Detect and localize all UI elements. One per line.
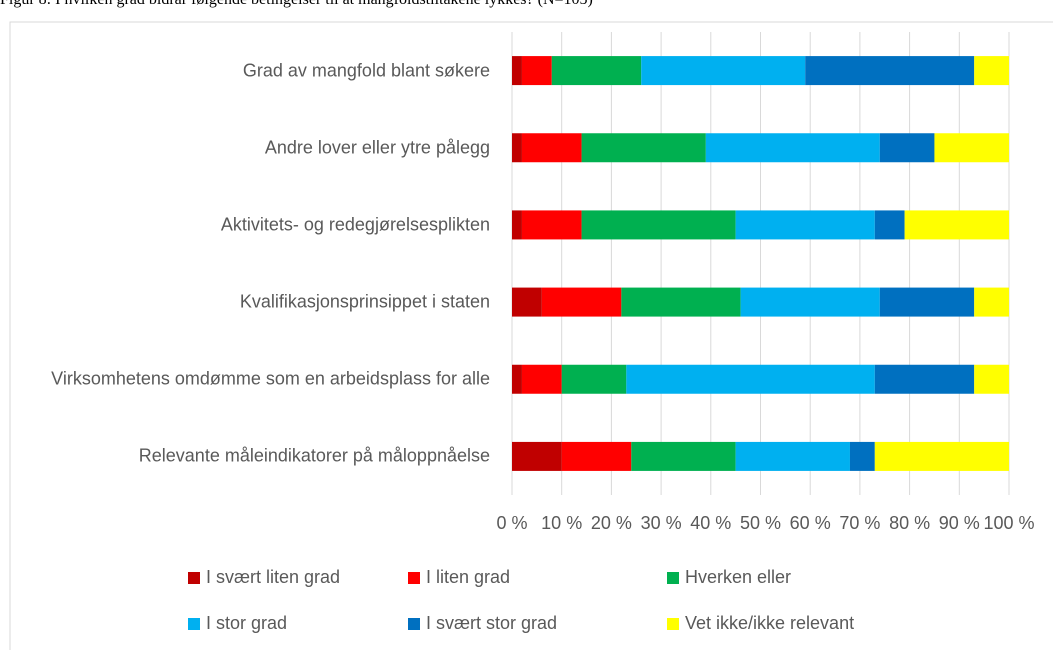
y-tick-label: Virksomhetens omdømme som en arbeidsplas…	[51, 368, 490, 389]
legend-label: I svært stor grad	[426, 613, 557, 633]
bar-segment	[974, 56, 1009, 86]
bar-segment	[561, 364, 627, 394]
y-tick-label: Grad av mangfold blant søkere	[242, 60, 490, 81]
bar-segment	[521, 56, 552, 86]
bar-segment	[581, 210, 736, 240]
bar-segment	[512, 56, 522, 86]
bar-segment	[705, 133, 880, 163]
bar-segment	[512, 364, 522, 394]
bar-segment	[879, 133, 935, 163]
bar-segment	[521, 133, 582, 163]
y-tick-label: Andre lover eller ytre pålegg	[264, 137, 490, 158]
legend-swatch	[188, 618, 200, 630]
legend-swatch	[188, 572, 200, 584]
bar-segment	[974, 287, 1009, 317]
bar-segment	[521, 210, 582, 240]
bar-segment	[874, 210, 905, 240]
legend-label: I stor grad	[206, 613, 287, 633]
x-tick-label: 10 %	[541, 513, 582, 533]
bar-segment	[581, 133, 706, 163]
x-tick-label: 40 %	[690, 513, 731, 533]
x-tick-label: 70 %	[839, 513, 880, 533]
bar-segment	[974, 364, 1009, 394]
legend-swatch	[408, 618, 420, 630]
legend-swatch	[667, 572, 679, 584]
x-tick-label: 60 %	[790, 513, 831, 533]
x-tick-label: 30 %	[641, 513, 682, 533]
bar-segment	[874, 441, 1009, 471]
x-tick-label: 50 %	[740, 513, 781, 533]
bar-segment	[934, 133, 1009, 163]
legend-label: Hverken eller	[685, 567, 791, 587]
bar-segment	[805, 56, 975, 86]
bar-segment	[512, 210, 522, 240]
bar-segment	[626, 364, 875, 394]
bar-segment	[904, 210, 1009, 240]
bar-segment	[879, 287, 975, 317]
bar-segment	[521, 364, 562, 394]
bar-segment	[512, 133, 522, 163]
bar-segment	[740, 287, 880, 317]
x-tick-label: 20 %	[591, 513, 632, 533]
bar-segment	[735, 441, 850, 471]
bar-segment	[849, 441, 875, 471]
bar-segment	[735, 210, 875, 240]
bar-segment	[541, 287, 622, 317]
bar-segment	[512, 287, 542, 317]
legend-label: I svært liten grad	[206, 567, 340, 587]
legend-label: I liten grad	[426, 567, 510, 587]
y-tick-label: Relevante måleindikatorer på måloppnåels…	[138, 445, 490, 466]
x-tick-label: 0 %	[496, 513, 527, 533]
bar-segment	[512, 441, 562, 471]
bar-segment	[641, 56, 806, 86]
y-tick-label: Kvalifikasjonsprinsippet i staten	[239, 291, 490, 312]
bar-segment	[561, 441, 632, 471]
chart-title: Figur 8: I hvilken grad bidrar følgende …	[0, 0, 593, 9]
legend-swatch	[667, 618, 679, 630]
bar-segment	[631, 441, 736, 471]
x-tick-label: 90 %	[939, 513, 980, 533]
y-tick-label: Aktivitets- og redegjørelsesplikten	[220, 214, 490, 235]
chart-border	[9, 21, 1053, 650]
legend-label: Vet ikke/ikke relevant	[685, 613, 854, 633]
bar-segment	[874, 364, 975, 394]
bar-segment	[551, 56, 642, 86]
bar-segment	[621, 287, 741, 317]
x-tick-label: 80 %	[889, 513, 930, 533]
legend-swatch	[408, 572, 420, 584]
x-tick-label: 100 %	[983, 513, 1034, 533]
